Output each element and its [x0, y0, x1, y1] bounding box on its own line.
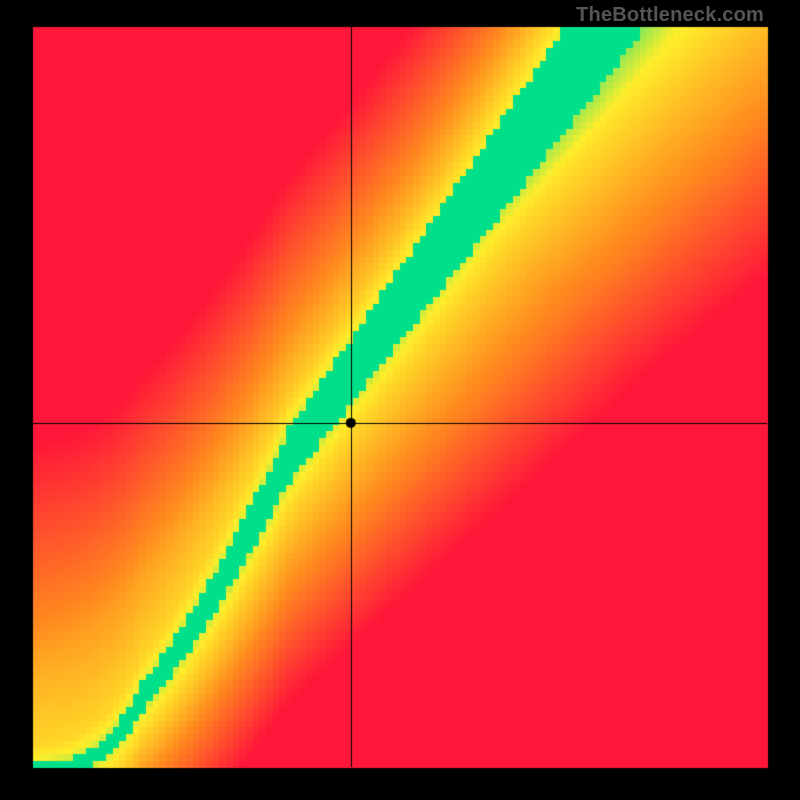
- bottleneck-heatmap: [0, 0, 800, 800]
- chart-container: TheBottleneck.com: [0, 0, 800, 800]
- watermark-text: TheBottleneck.com: [576, 4, 764, 27]
